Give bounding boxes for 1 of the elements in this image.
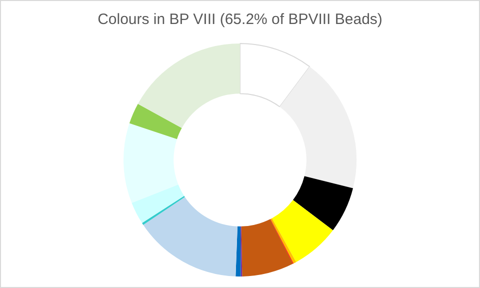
chart-title: Colours in BP VIII (65.2% of BPVIII Beads) xyxy=(98,11,382,28)
